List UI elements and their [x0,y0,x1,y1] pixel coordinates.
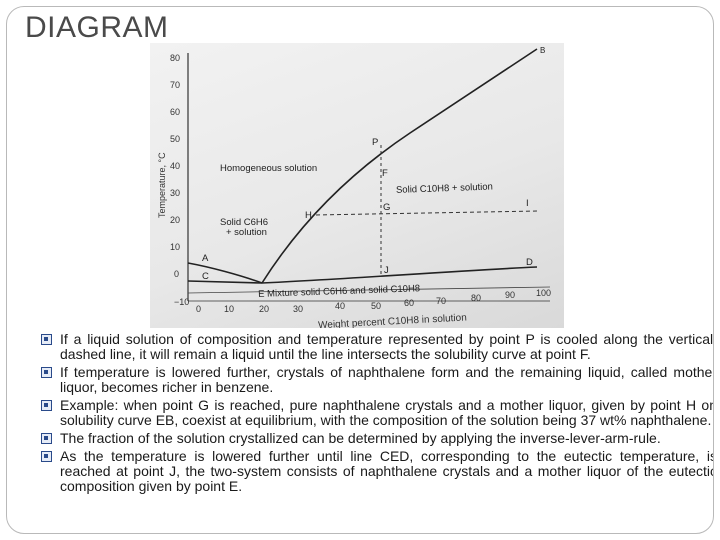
x-tick-80: 80 [471,293,481,303]
bullet-item: The fraction of the solution crystallize… [41,430,713,446]
region-solid-benz-2: + solution [226,227,267,238]
point-J: J [384,265,389,276]
x-tick-10: 10 [224,304,234,314]
point-P: P [372,137,378,148]
x-tick-90: 90 [505,290,515,300]
bullet-text: As the temperature is lowered further un… [60,448,714,494]
y-tick-40: 40 [170,161,180,171]
point-A: A [202,253,209,264]
point-H: H [305,210,312,221]
region-solid-naph: Solid C10H8 + solution [396,182,493,196]
bullet-text: If a liquid solution of composition and … [60,331,714,362]
point-C: C [202,271,209,282]
y-tick-10: 10 [170,242,180,252]
y-axis-label: Temperature, °C [157,152,167,218]
curve-AE [187,262,263,284]
x-axis-label: Weight percent C10H8 in solution [318,312,467,328]
eutectic-line-CED [187,266,538,284]
x-ticks: −10 0 10 20 30 40 50 60 70 80 90 100 [174,288,551,314]
region-mixture: E Mixture solid C6H6 and solid C10H8 [258,283,420,300]
curve-EB [261,48,538,284]
bullet-item: Example: when point G is reached, pure n… [41,397,714,428]
y-tick-60: 60 [170,107,180,117]
point-F: F [382,168,388,179]
slide-frame: DIAGRAM 80 70 60 50 40 30 20 10 0 Temper… [6,6,714,534]
checkbox-bullet-icon [41,400,52,411]
y-tick-70: 70 [170,80,180,90]
y-tick-30: 30 [170,188,180,198]
x-tick-70: 70 [436,296,446,306]
bullet-list: If a liquid solution of composition and … [41,331,714,497]
phase-diagram: 80 70 60 50 40 30 20 10 0 Temperature, °… [157,46,551,328]
checkbox-bullet-icon [41,451,52,462]
checkbox-bullet-icon [41,433,52,444]
point-I: I [526,198,529,209]
region-solid-benz-1: Solid C6H6 [220,217,268,228]
phase-diagram-photo: 80 70 60 50 40 30 20 10 0 Temperature, °… [150,43,564,328]
x-tick-0: 0 [196,304,201,314]
bullet-text: If temperature is lowered further, cryst… [60,364,714,395]
x-tick-20: 20 [259,304,269,314]
horizontal-dashed-line [315,210,539,216]
bullet-item: As the temperature is lowered further un… [41,448,714,494]
bullet-item: If a liquid solution of composition and … [41,331,714,362]
lower-line [187,286,551,294]
checkbox-bullet-icon [41,367,52,378]
y-tick-20: 20 [170,215,180,225]
point-B: B [540,46,545,55]
checkbox-bullet-icon [41,334,52,345]
slide-title: DIAGRAM [25,11,169,44]
x-tick-50: 50 [371,301,381,311]
x-tick-60: 60 [404,298,414,308]
x-tick-100: 100 [536,288,551,298]
x-tick-30: 30 [293,304,303,314]
point-D: D [526,257,533,268]
y-tick-50: 50 [170,134,180,144]
bullet-item: If temperature is lowered further, cryst… [41,364,714,395]
x-tick-neg10: −10 [174,297,189,307]
point-G: G [383,202,390,213]
y-tick-0: 0 [174,269,179,279]
bullet-text: Example: when point G is reached, pure n… [60,397,714,428]
x-tick-40: 40 [335,301,345,311]
region-homogeneous: Homogeneous solution [220,163,317,174]
y-ticks: 80 70 60 50 40 30 20 10 0 [170,53,180,279]
y-tick-80: 80 [170,53,180,63]
bullet-text: The fraction of the solution crystallize… [60,430,661,446]
